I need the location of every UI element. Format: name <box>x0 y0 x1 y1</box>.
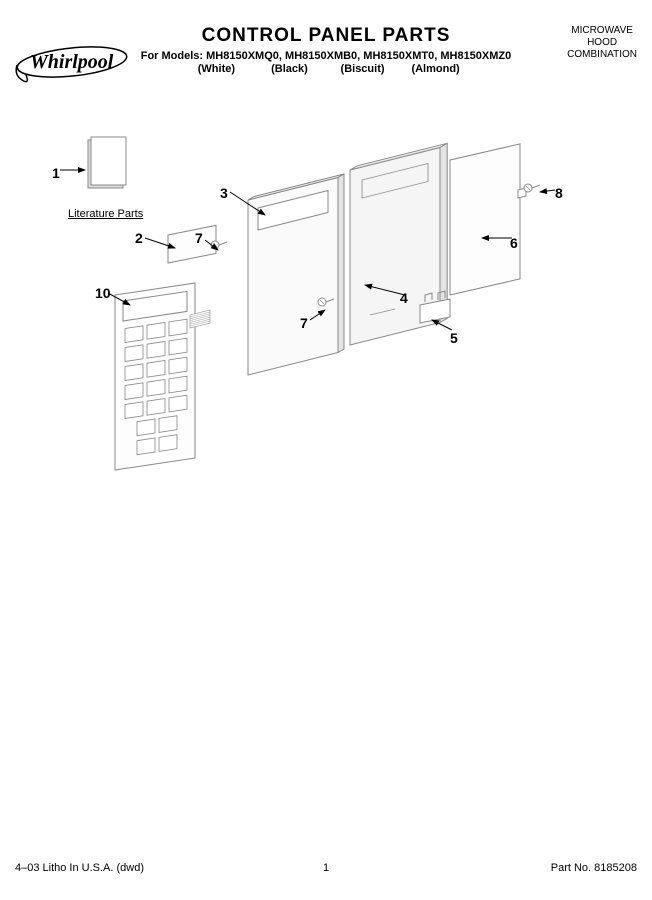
page-title: CONTROL PANEL PARTS <box>0 25 652 47</box>
models-line: For Models: MH8150XMQ0, MH8150XMB0, MH81… <box>0 50 652 62</box>
footer-part-no: Part No. 8185208 <box>551 862 637 874</box>
callout-2: 2 <box>135 230 143 246</box>
callout-7: 7 <box>300 315 308 331</box>
callout-6: 6 <box>510 235 518 251</box>
exploded-diagram: Literature Parts 1 2 3 4 5 6 7 7 8 10 <box>0 90 652 840</box>
callout-10: 10 <box>95 285 111 301</box>
callout-3: 3 <box>220 185 228 201</box>
callout-4: 4 <box>400 290 408 306</box>
product-type-label: MICROWAVE HOOD COMBINATION <box>567 25 637 61</box>
colors-line: (White) (Black) (Biscuit) (Almond) <box>0 63 652 75</box>
callout-7: 7 <box>195 230 203 246</box>
callout-1: 1 <box>52 165 60 181</box>
callout-5: 5 <box>450 330 458 346</box>
page-footer: 4–03 Litho In U.S.A. (dwd) 1 Part No. 81… <box>0 862 652 882</box>
literature-parts-link[interactable]: Literature Parts <box>68 208 143 220</box>
page-header: Whirlpool CONTROL PANEL PARTS For Models… <box>0 25 652 100</box>
callout-8: 8 <box>555 185 563 201</box>
